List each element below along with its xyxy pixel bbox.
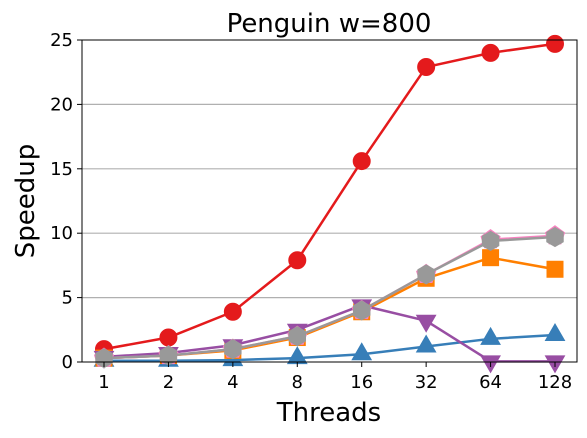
series-line <box>103 235 556 360</box>
y-axis: 0 5 10 15 20 25 <box>50 30 82 373</box>
y-axis-label: Speedup <box>11 144 41 259</box>
data-point <box>544 322 566 341</box>
data-point <box>159 328 178 347</box>
y-tick-label: 25 <box>50 30 73 51</box>
data-point <box>288 251 307 270</box>
plot-frame <box>81 39 578 363</box>
data-point <box>286 346 308 365</box>
y-tick-label: 15 <box>50 159 73 180</box>
data-point <box>95 348 113 369</box>
data-point <box>480 326 501 345</box>
data-point <box>417 264 435 285</box>
grid-lines <box>82 103 577 299</box>
data-point <box>481 230 500 252</box>
data-point <box>417 58 436 77</box>
data-point <box>352 300 371 321</box>
data-point <box>546 260 564 278</box>
data-point <box>415 314 437 333</box>
x-axis: 1 2 4 8 16 32 64 128 <box>98 362 572 393</box>
data-point <box>546 226 564 248</box>
series-group <box>93 34 566 374</box>
data-point <box>482 249 500 267</box>
x-tick-label: 16 <box>350 372 373 393</box>
x-tick-label: 2 <box>163 372 174 393</box>
data-point <box>481 43 500 62</box>
series-line <box>103 304 555 363</box>
x-tick-label: 4 <box>227 372 238 393</box>
chart-title: Penguin w=800 <box>227 9 432 39</box>
data-point <box>223 302 242 321</box>
data-point <box>288 326 307 347</box>
x-tick-label: 8 <box>292 372 303 393</box>
series-line <box>103 42 556 351</box>
series-1 <box>95 34 564 359</box>
y-tick-label: 0 <box>62 352 73 373</box>
data-point <box>351 342 373 361</box>
x-axis-label: Threads <box>276 398 381 428</box>
x-tick-label: 64 <box>479 372 502 393</box>
series-6 <box>95 226 564 369</box>
data-point <box>415 334 437 353</box>
x-tick-label: 32 <box>415 372 438 393</box>
x-tick-label: 128 <box>538 372 572 393</box>
y-tick-label: 20 <box>50 94 73 115</box>
data-point <box>546 34 564 53</box>
series-line <box>104 333 556 362</box>
y-tick-label: 10 <box>50 223 73 244</box>
data-point <box>224 339 242 360</box>
data-point <box>352 152 371 171</box>
x-tick-label: 1 <box>98 372 109 393</box>
y-tick-label: 5 <box>62 288 73 309</box>
